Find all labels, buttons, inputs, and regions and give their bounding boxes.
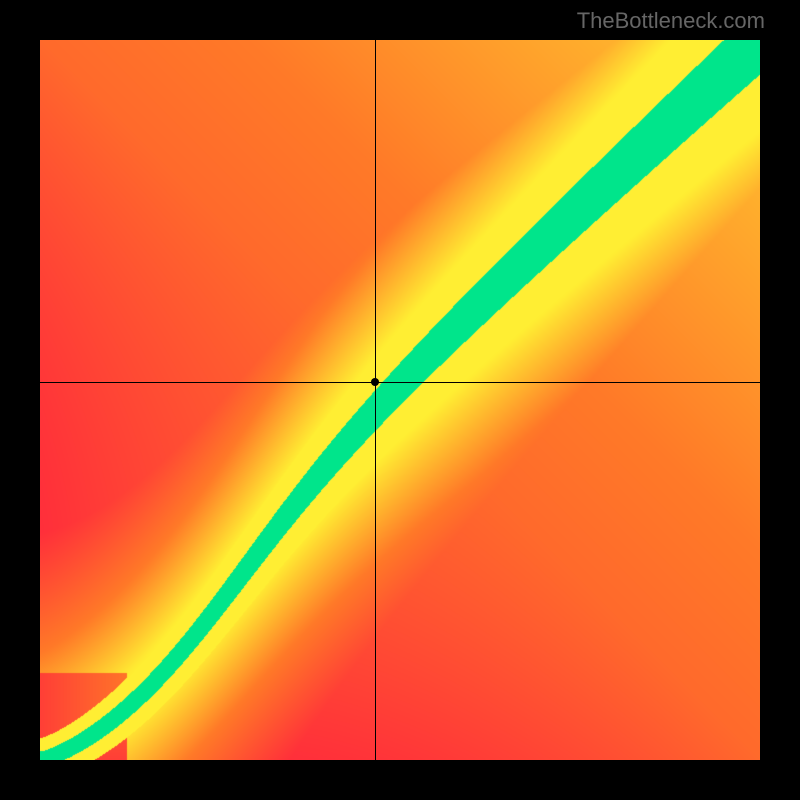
crosshair-horizontal — [40, 382, 760, 383]
watermark-text: TheBottleneck.com — [577, 8, 765, 34]
heatmap-canvas — [40, 40, 760, 760]
heatmap-plot — [40, 40, 760, 760]
crosshair-marker-dot — [371, 378, 379, 386]
crosshair-vertical — [375, 40, 376, 760]
